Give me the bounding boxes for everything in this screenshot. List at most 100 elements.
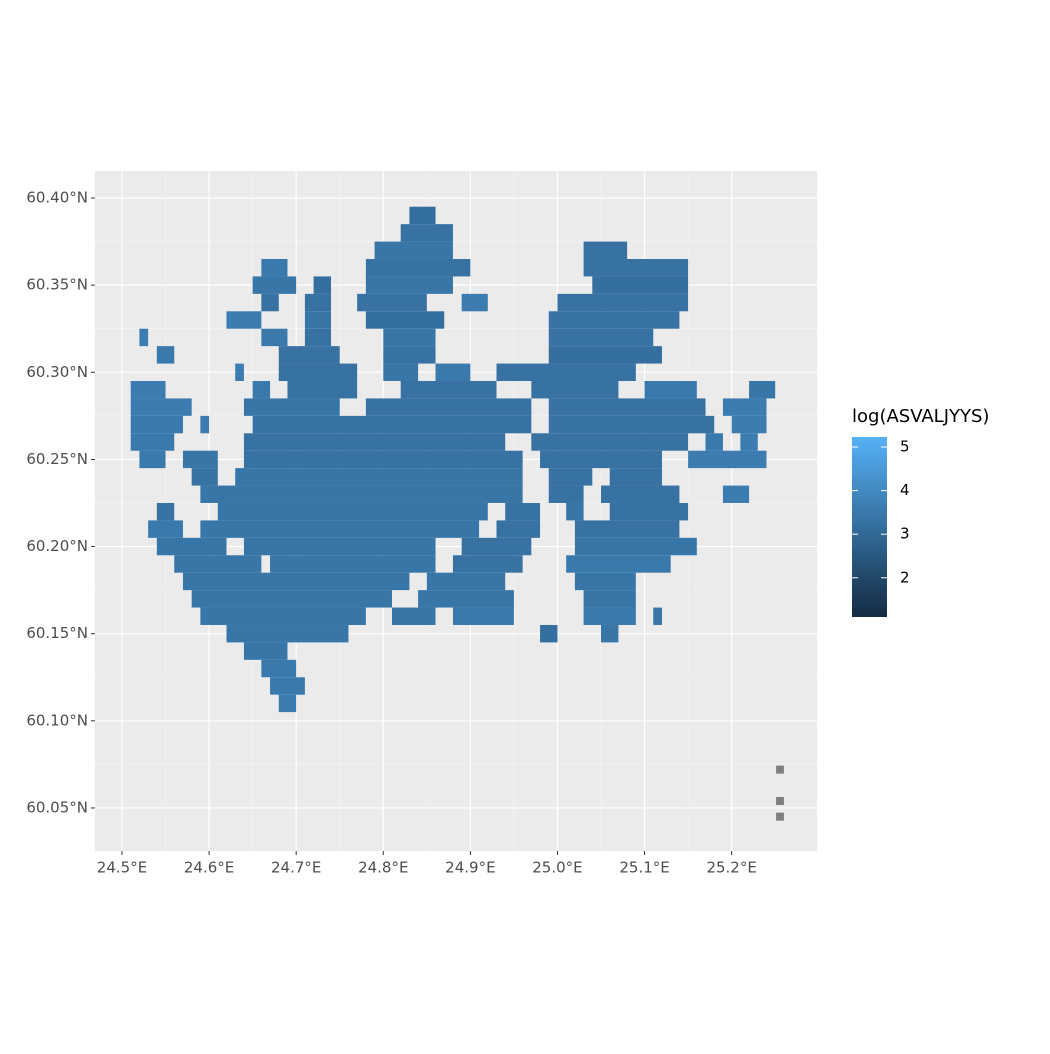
cell: [540, 624, 558, 643]
cell: [252, 276, 297, 294]
cell: [566, 502, 584, 521]
cell: [601, 485, 680, 503]
cell: [313, 276, 332, 294]
legend-tick-label: 3: [900, 525, 910, 543]
cell: [496, 520, 541, 538]
cell: [252, 380, 271, 399]
cell: [156, 502, 175, 521]
x-tick-label: 25.1°E: [619, 859, 669, 877]
cell: [566, 555, 671, 573]
cell: [601, 624, 619, 643]
cell: [391, 607, 436, 625]
cell: [548, 311, 680, 329]
cell: [261, 259, 288, 277]
cell: [731, 415, 767, 434]
cell: [174, 555, 262, 573]
cell: [574, 572, 636, 591]
cell: [278, 346, 340, 364]
cell: [557, 293, 689, 312]
cell: [200, 485, 523, 503]
cell: [722, 485, 750, 503]
cell: [191, 590, 392, 608]
x-tick-label: 24.9°E: [445, 859, 495, 877]
legend-tick-label: 4: [900, 481, 910, 499]
legend-title: log(ASVALJYYS): [852, 406, 989, 427]
cell: [304, 328, 332, 347]
cell: [418, 590, 514, 608]
cell: [452, 555, 523, 573]
cell: [139, 328, 149, 347]
cell: [592, 276, 689, 294]
cell: [609, 468, 662, 486]
cell: [583, 607, 636, 625]
cell: [217, 502, 488, 521]
cell: [461, 293, 488, 312]
cell: [740, 433, 758, 451]
cell: [243, 398, 340, 416]
cell: [278, 363, 358, 381]
cell: [191, 468, 218, 486]
cell: [235, 363, 244, 381]
cell: [365, 398, 532, 416]
legend-tick-label: 2: [900, 568, 910, 586]
cell: [156, 537, 227, 556]
x-tick-label: 24.5°E: [97, 859, 147, 877]
cell: [365, 311, 445, 329]
cell: [261, 293, 279, 312]
cell: [548, 398, 706, 416]
cell: [548, 468, 593, 486]
cell: [243, 642, 288, 660]
cell: [156, 346, 175, 364]
cell: [252, 415, 532, 434]
cell: [548, 485, 584, 503]
cell: [287, 380, 358, 399]
colorbar: [852, 437, 887, 617]
cell: [200, 520, 480, 538]
cell: [200, 607, 366, 625]
cell: [531, 380, 619, 399]
cell: [235, 468, 523, 486]
cell: [644, 380, 697, 399]
cell: [261, 659, 297, 678]
cell: [452, 607, 514, 625]
cell: [243, 433, 506, 451]
cell: [574, 537, 697, 556]
cell: [722, 398, 767, 416]
cell: [182, 450, 218, 469]
y-tick-label: 60.20°N: [26, 537, 88, 555]
cell: [304, 311, 332, 329]
x-tick-label: 25.0°E: [532, 859, 582, 877]
y-tick-label: 60.25°N: [26, 450, 88, 468]
y-tick-label: 60.15°N: [26, 624, 88, 642]
cell: [583, 241, 628, 260]
cell: [261, 328, 288, 347]
cell: [270, 555, 436, 573]
cell: [374, 241, 453, 260]
cell: [583, 590, 636, 608]
cell: [383, 363, 419, 381]
cell: [139, 450, 166, 469]
cell: [243, 450, 523, 469]
cell: [776, 765, 784, 774]
cell: [461, 537, 532, 556]
cell: [496, 363, 636, 381]
cell: [548, 346, 662, 364]
cell: [226, 311, 262, 329]
y-tick-label: 60.35°N: [26, 276, 88, 294]
cell: [749, 380, 776, 399]
cell: [365, 259, 471, 277]
cell: [540, 450, 662, 469]
cell: [400, 224, 453, 242]
cell: [130, 433, 175, 451]
cell: [383, 346, 436, 364]
cell: [200, 415, 210, 434]
cell: [505, 502, 541, 521]
y-tick-label: 60.40°N: [26, 189, 88, 207]
cell: [365, 276, 453, 294]
cell: [130, 380, 166, 399]
cell: [583, 259, 689, 277]
x-tick-label: 24.8°E: [358, 859, 408, 877]
x-tick-label: 24.6°E: [184, 859, 234, 877]
